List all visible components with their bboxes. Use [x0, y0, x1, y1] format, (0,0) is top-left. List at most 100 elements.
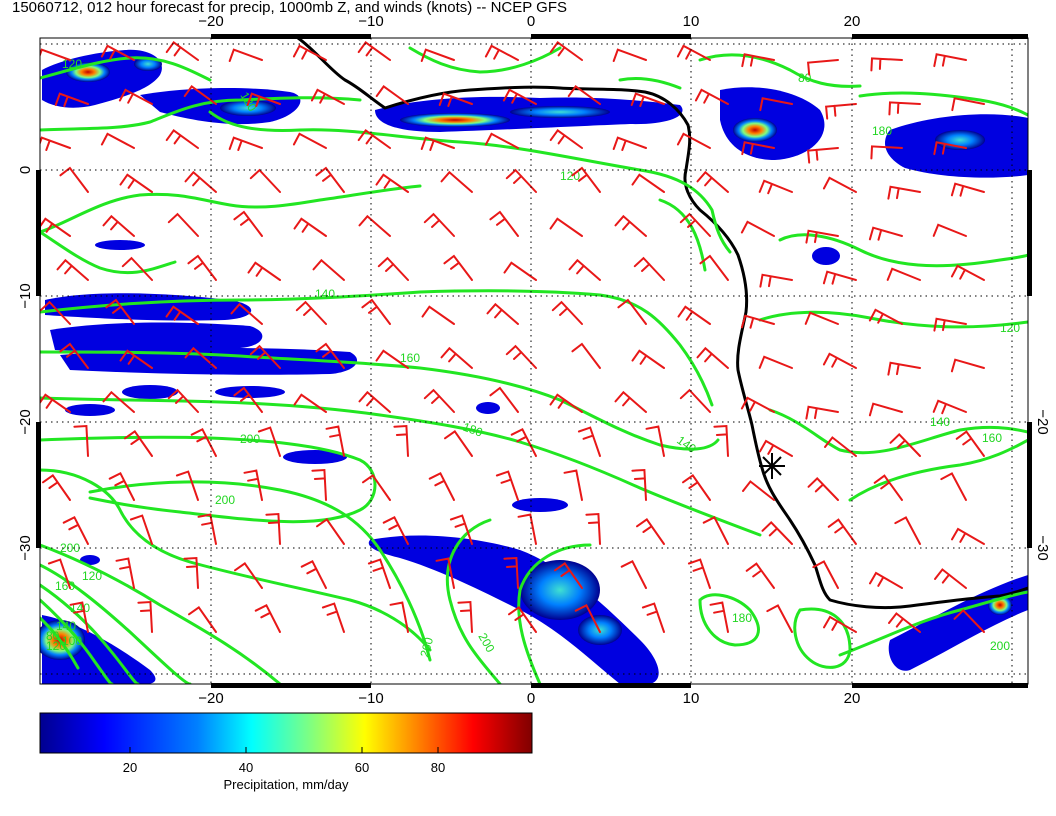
wind-barb [934, 568, 967, 589]
wind-barb [822, 176, 857, 193]
wind-barb [955, 430, 985, 457]
wind-barb [759, 439, 793, 457]
top-longitude-labels: −20 −10 0 10 20 [198, 13, 860, 30]
wind-barb [889, 432, 921, 457]
wind-barb [508, 606, 537, 633]
wind-barb [617, 298, 647, 325]
wind-barb [435, 557, 455, 589]
wind-barb [183, 85, 217, 105]
wind-barb [393, 424, 409, 457]
wind-barb [421, 305, 455, 325]
contour-label: 160 [55, 579, 75, 593]
wind-barb [571, 166, 601, 193]
wind-barb [443, 254, 473, 281]
wind-barb [489, 386, 519, 413]
wind-barb [694, 88, 729, 105]
wind-barb [950, 264, 985, 281]
wind-barb [47, 558, 71, 589]
wind-barb [165, 41, 199, 61]
wind-barb [69, 601, 89, 633]
precipitation-colorbar: 20 40 60 80 Precipitation, mm/day [39, 712, 533, 792]
wind-barb [932, 399, 967, 415]
contour-label: 80 [46, 629, 60, 643]
wind-barb [108, 471, 135, 501]
wind-barb [375, 349, 409, 369]
wind-barb [696, 170, 729, 193]
wind-barb [310, 88, 345, 105]
wind-barb [167, 388, 199, 413]
wind-barb [549, 217, 583, 237]
contour-label: 120 [1000, 321, 1020, 335]
wind-barb [612, 136, 647, 151]
asterisk-marker [759, 453, 785, 479]
wind-barb [102, 390, 135, 413]
wind-barb [377, 256, 409, 281]
wind-barb [510, 427, 537, 457]
wind-barb [870, 57, 903, 72]
wind-barb [137, 600, 153, 633]
contour-label: 180 [461, 420, 485, 440]
wind-barb [951, 527, 985, 545]
wind-barb [951, 97, 985, 112]
wind-barb [823, 615, 857, 633]
wind-barb [953, 608, 985, 633]
wind-barb [40, 393, 71, 413]
lon-tick-label: −10 [358, 690, 383, 707]
wind-barb [741, 53, 775, 68]
wind-barb [759, 97, 793, 112]
wind-barb [184, 346, 217, 369]
wind-barb [759, 273, 793, 288]
wind-barb [620, 559, 647, 589]
wind-barb [868, 308, 903, 325]
colorbar-tick-label: 80 [431, 760, 445, 775]
wind-barb [709, 601, 729, 633]
wind-barb [631, 468, 647, 501]
wind-barb [761, 520, 793, 545]
wind-barb [100, 132, 135, 149]
wind-barb [438, 92, 473, 107]
wind-barb [502, 88, 537, 105]
wind-barb [300, 559, 327, 589]
wind-barb [886, 267, 921, 281]
wind-barb [457, 600, 473, 633]
wind-barb [187, 254, 217, 281]
wind-barb [119, 173, 153, 193]
right-latitude-labels: −20 −30 [1034, 409, 1051, 560]
wind-barb [822, 352, 857, 369]
contour-label: 100 [62, 634, 82, 648]
wind-barb [54, 92, 89, 107]
wind-barb [631, 173, 665, 193]
wind-barb [807, 59, 839, 76]
wind-barb [740, 314, 775, 329]
wind-barb [740, 220, 775, 237]
wind-barb [367, 558, 391, 589]
wind-barb [805, 405, 839, 420]
wind-barb [389, 601, 409, 633]
wind-barb [630, 92, 665, 107]
contour-label: 180 [872, 124, 892, 138]
wind-barb [805, 229, 839, 244]
wind-barb [825, 103, 857, 120]
wind-barb [888, 101, 921, 116]
wind-barb [312, 258, 345, 281]
wind-barb [677, 305, 711, 325]
wind-barb [420, 136, 455, 151]
contour-label: 120 [62, 57, 82, 71]
contour-label: 140 [315, 287, 335, 301]
wind-barb [357, 41, 391, 61]
lon-tick-label: 0 [527, 13, 535, 30]
wind-barb [228, 136, 263, 151]
wind-barb [233, 210, 263, 237]
wind-barb [362, 474, 391, 501]
contour-label: 200 [215, 493, 235, 507]
lat-tick-label: −10 [17, 283, 34, 308]
wind-barb [549, 41, 583, 61]
wind-barb [73, 424, 89, 457]
wind-barb [40, 136, 71, 151]
wind-barb [295, 300, 327, 325]
wind-barb [614, 214, 647, 237]
wind-barb [243, 469, 263, 501]
bottom-longitude-labels: −20 −10 0 10 20 [198, 690, 860, 707]
colorbar-gradient [39, 712, 533, 754]
wind-barb [554, 562, 583, 589]
